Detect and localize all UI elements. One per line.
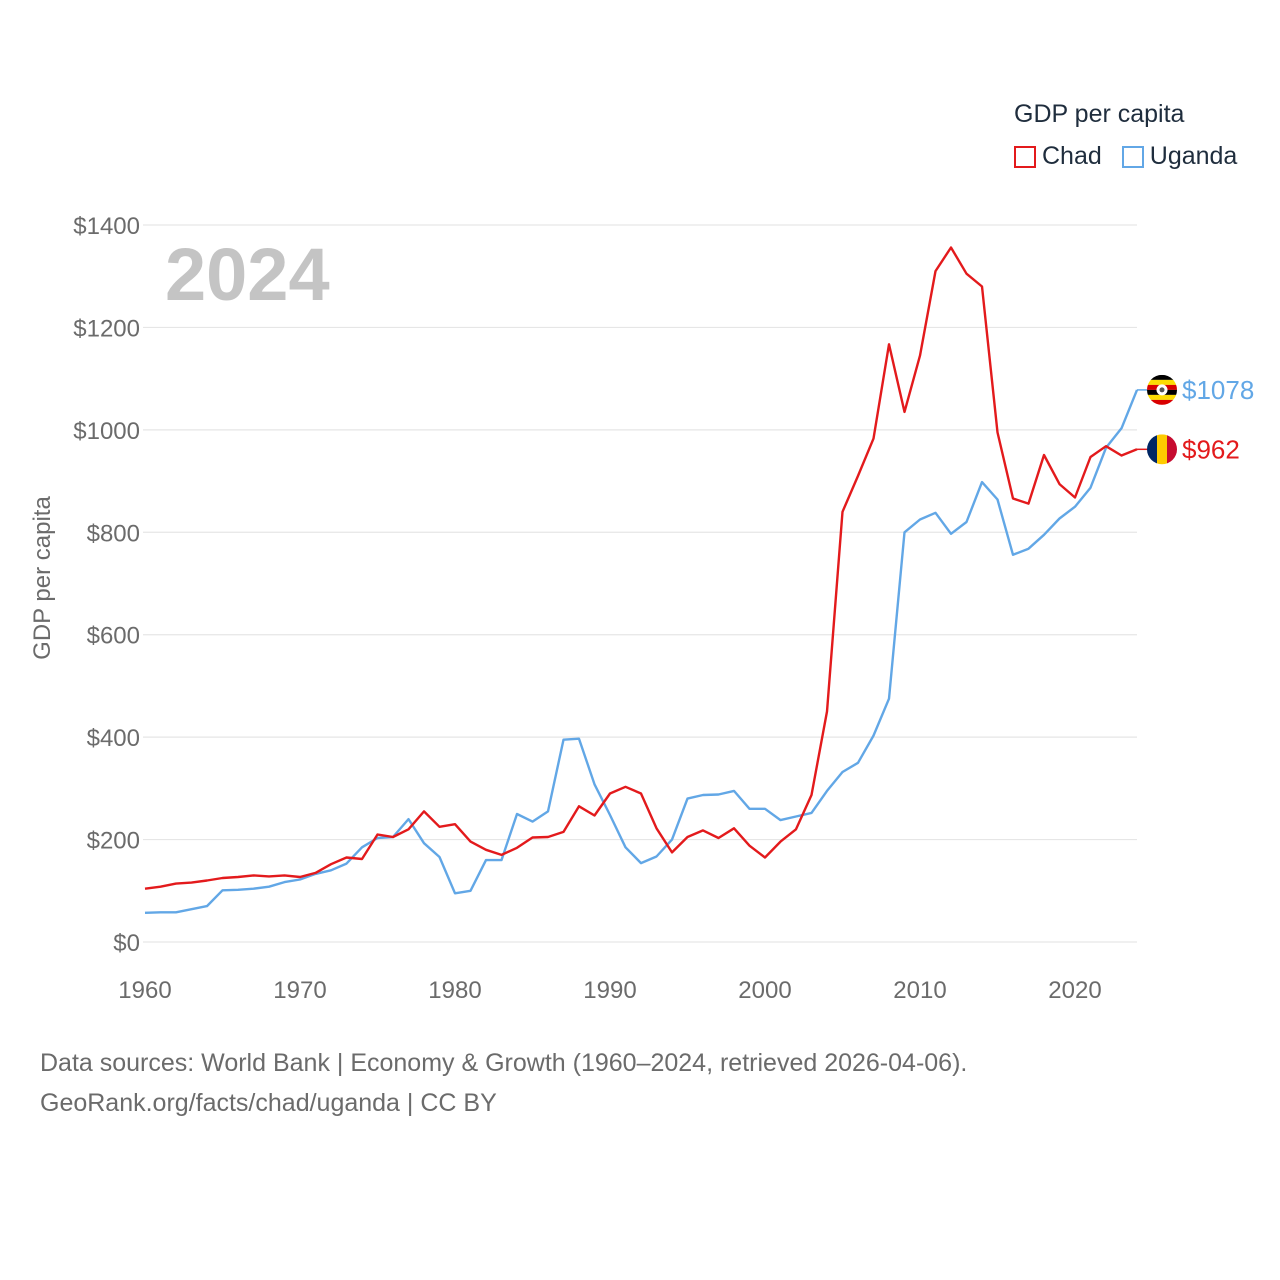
y-tick-label: $1000	[73, 418, 140, 445]
x-tick-label: 1970	[273, 977, 326, 1004]
y-tick-label: $800	[87, 520, 140, 547]
series-line-uganda	[144, 389, 1139, 914]
x-tick-label: 2020	[1048, 977, 1101, 1004]
uganda-flag-icon	[1147, 374, 1177, 405]
footer-attribution[interactable]: GeoRank.org/facts/chad/uganda | CC BY	[40, 1089, 497, 1117]
y-tick-label: $1400	[73, 213, 140, 240]
x-axis-ticks: 1960 1970 1980 1990 2000 2010 2020	[118, 977, 1101, 1004]
y-tick-label: $1200	[73, 315, 140, 342]
year-label: 2024	[165, 233, 330, 316]
legend: Chad Uganda	[1014, 142, 1257, 171]
y-axis-label: GDP per capita	[29, 496, 56, 660]
y-axis-ticks: $0 $200 $400 $600 $800 $1000 $1200 $1400	[73, 213, 140, 957]
chad-flag-icon	[1147, 434, 1177, 465]
legend-item-uganda[interactable]: Uganda	[1121, 142, 1238, 171]
end-label-uganda: $1078	[1182, 375, 1254, 405]
legend-swatch-uganda	[1121, 145, 1144, 168]
legend-title: GDP per capita	[1014, 100, 1185, 128]
x-tick-label: 1960	[118, 977, 171, 1004]
footer-sources: Data sources: World Bank | Economy & Gro…	[40, 1049, 968, 1077]
y-tick-label: $600	[87, 623, 140, 650]
legend-item-chad[interactable]: Chad	[1014, 142, 1102, 171]
y-tick-label: $0	[113, 930, 140, 957]
x-tick-label: 2010	[893, 977, 946, 1004]
x-tick-label: 1980	[428, 977, 481, 1004]
x-tick-label: 1990	[583, 977, 636, 1004]
gridlines	[143, 224, 1137, 943]
x-tick-label: 2000	[738, 977, 791, 1004]
series-lines	[144, 246, 1139, 914]
y-tick-label: $400	[87, 725, 140, 752]
y-tick-label: $200	[87, 828, 140, 855]
end-label-chad: $962	[1182, 434, 1240, 464]
legend-label-uganda: Uganda	[1149, 142, 1238, 170]
footer: Data sources: World Bank | Economy & Gro…	[40, 1043, 967, 1123]
legend-swatch-chad	[1014, 145, 1036, 168]
legend-label-chad: Chad	[1042, 142, 1102, 170]
series-line-chad	[144, 246, 1138, 890]
end-labels: $1078 $962	[1137, 374, 1254, 465]
